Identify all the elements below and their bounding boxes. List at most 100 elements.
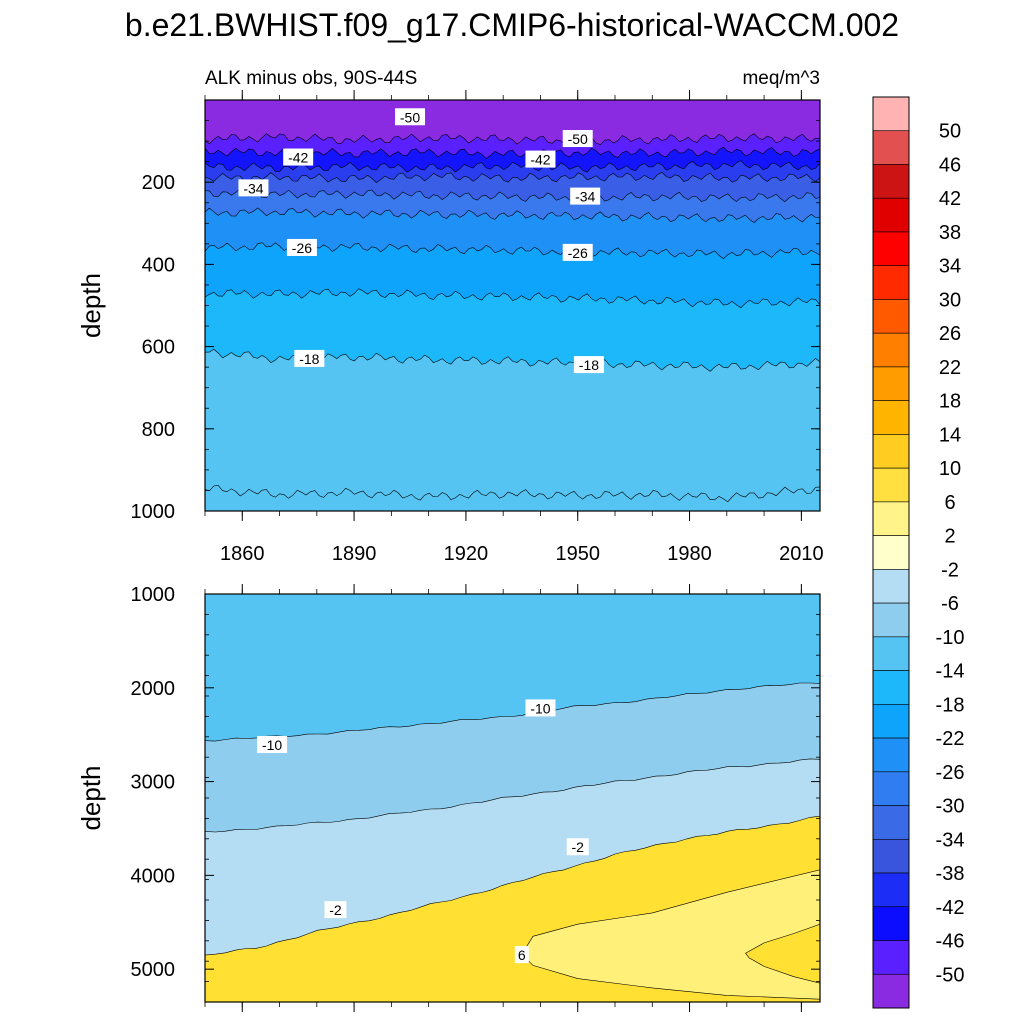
colorbar-label: -34 (936, 829, 965, 851)
colorbar-label: 26 (939, 323, 961, 345)
upper-y-axis-label: depth (76, 273, 106, 338)
contour-label: -26 (286, 238, 317, 256)
subtitle-left: ALK minus obs, 90S-44S (205, 68, 417, 89)
lower-x-axis (204, 584, 802, 1012)
y-tick-label: 2000 (131, 678, 176, 700)
colorbar-label: 2 (944, 526, 955, 548)
colorbar-swatch (872, 737, 910, 773)
upper-contour-line--30 (205, 207, 820, 223)
colorbar-swatch (872, 872, 910, 908)
colorbar-swatch (872, 569, 910, 604)
contour-label: 6 (514, 946, 529, 964)
colorbar-label: -2 (941, 559, 959, 581)
upper-band--50 (205, 100, 820, 145)
colorbar-swatch (872, 164, 910, 199)
svg-text:-10: -10 (530, 700, 550, 716)
colorbar-label: -14 (936, 661, 965, 683)
colorbar-label: 30 (939, 289, 961, 311)
contour-label: -2 (324, 901, 347, 919)
upper-x-axis: 1860 1890 1920 1950 1980 2010 (204, 90, 824, 565)
svg-text:-2: -2 (329, 902, 342, 918)
upper-contour-line--38 (205, 171, 820, 183)
x-tick-label: 2010 (779, 543, 824, 565)
colorbar-label: 42 (939, 188, 961, 210)
colorbar-swatch (872, 973, 910, 1009)
contour-label: -34 (570, 187, 601, 205)
colorbar-label: -38 (936, 863, 965, 885)
colorbar-swatch (872, 501, 910, 536)
colorbar-swatch (872, 467, 910, 503)
svg-text:-10: -10 (262, 737, 282, 753)
contour-label: -34 (238, 179, 269, 197)
y-tick-label: 4000 (131, 865, 176, 887)
svg-text:-42: -42 (288, 150, 308, 166)
colorbar-swatch (872, 231, 910, 267)
contour-label: -26 (562, 243, 593, 261)
colorbar-swatch (872, 299, 910, 334)
colorbar-label: 10 (939, 458, 961, 480)
contour-label: -50 (395, 108, 425, 126)
x-tick-label: 1980 (667, 543, 712, 565)
colorbar-swatch (872, 96, 910, 132)
colorbar-label: -42 (936, 897, 965, 919)
contour-label: -18 (294, 349, 325, 367)
colorbar-label: -18 (936, 694, 965, 716)
colorbar-swatch (872, 434, 910, 469)
upper-contour-line--42 (205, 160, 820, 173)
colorbar-label: 18 (939, 391, 961, 413)
colorbar: 50 46 42 38 34 30 26 22 18 14 10 6 2 -2 -6 -10 -14 -18 -22… (872, 96, 965, 1009)
colorbar-swatch (872, 535, 910, 570)
colorbar-swatch (872, 704, 910, 739)
lower-band--10 (205, 594, 820, 742)
x-tick-label: 1860 (220, 543, 265, 565)
x-tick-label: 1950 (555, 543, 600, 565)
contour-label: -42 (525, 150, 556, 168)
colorbar-swatch (872, 838, 910, 874)
colorbar-swatch (872, 805, 910, 840)
svg-text:-34: -34 (575, 189, 595, 205)
colorbar-swatch (872, 602, 910, 638)
colorbar-swatch (872, 636, 910, 671)
colorbar-swatch (872, 400, 910, 435)
subtitle-units: meq/m^3 (742, 68, 820, 89)
colorbar-label: -26 (936, 762, 965, 784)
colorbar-swatch (872, 265, 910, 300)
svg-text:-50: -50 (568, 131, 588, 147)
upper-contour-line--50 (205, 133, 820, 146)
y-tick-label: 1000 (131, 501, 176, 523)
colorbar-label: -6 (941, 593, 959, 615)
svg-text:-34: -34 (243, 180, 263, 196)
svg-text:-50: -50 (400, 109, 420, 125)
lower-region-6 (745, 923, 820, 984)
lower-y-axis-label: depth (76, 765, 106, 830)
contour-label: -2 (566, 838, 589, 856)
colorbar-label: 46 (939, 154, 961, 176)
colorbar-swatch (872, 366, 910, 401)
svg-text:-18: -18 (299, 351, 319, 367)
colorbar-label: 50 (939, 121, 961, 143)
y-tick-label: 400 (142, 254, 175, 276)
lower-contour-line--10 (205, 682, 820, 742)
contour-label: -18 (573, 356, 604, 374)
colorbar-swatch (872, 940, 910, 975)
upper-panel: -50 -50 -42 -42 -34 -34 -26 -26 -18 -18 200 400 600 8… (76, 90, 824, 565)
colorbar-label: 14 (939, 424, 961, 446)
chart-title: b.e21.BWHIST.f09_g17.CMIP6-historical-WA… (125, 7, 899, 43)
colorbar-swatch (872, 771, 910, 806)
svg-text:6: 6 (518, 947, 526, 963)
y-tick-label: 3000 (131, 772, 176, 794)
colorbar-label: 34 (939, 256, 961, 278)
upper-contour-line--34 (205, 188, 820, 203)
lower-panel: -10 -10 -2 -2 6 1000 2000 3000 4000 5000 depth (76, 584, 821, 1012)
contour-label: -42 (283, 148, 314, 166)
svg-text:-42: -42 (530, 152, 550, 168)
y-tick-label: 600 (142, 337, 175, 359)
svg-text:-26: -26 (292, 240, 312, 256)
colorbar-label: -50 (936, 964, 965, 986)
contour-label: -10 (257, 736, 288, 754)
colorbar-label: 38 (939, 222, 961, 244)
y-tick-label: 200 (142, 172, 175, 194)
svg-text:-18: -18 (579, 357, 599, 373)
svg-text:-2: -2 (572, 839, 585, 855)
